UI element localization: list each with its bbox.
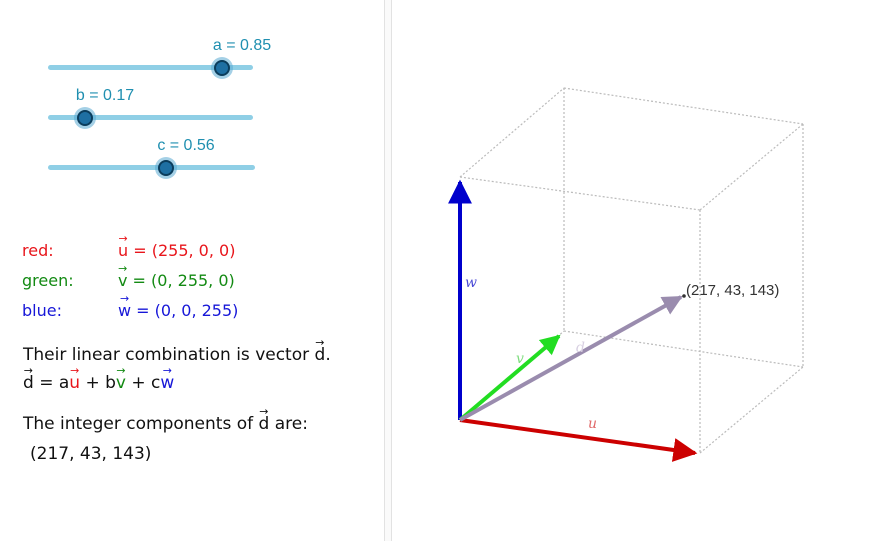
graphics-3d-view[interactable]: (217, 43, 143) w u v d (392, 0, 883, 541)
slider-b-label: b = 0.17 (75, 87, 135, 104)
equation-u: u (69, 373, 80, 393)
components-value: (217, 43, 143) (30, 444, 152, 464)
slider-a[interactable]: a = 0.85 (48, 37, 271, 76)
slider-track[interactable] (48, 115, 253, 120)
slider-c-handle[interactable] (158, 160, 174, 176)
equation-plus-c: + c (125, 373, 161, 393)
vector-u-name: red: (22, 241, 54, 260)
vector-w-name: blue: (22, 301, 62, 320)
slider-b[interactable]: b = 0.17 (48, 87, 253, 126)
slider-c-label: c = 0.56 (157, 137, 215, 154)
equation-v: v (116, 373, 126, 393)
vector-u-definition: u = (255, 0, 0) (118, 241, 235, 260)
vector-v-arrow[interactable] (458, 334, 561, 422)
vector-d-symbol: d (315, 345, 326, 365)
vector-d-symbol: d (259, 414, 270, 434)
vector-u-arrow[interactable] (459, 418, 698, 462)
d-endpoint[interactable] (682, 294, 686, 298)
components-sentence: The integer components of d are: (23, 414, 308, 434)
components-suffix: are: (269, 414, 308, 434)
sentence-period: . (325, 345, 331, 365)
slider-b-handle[interactable] (77, 110, 93, 126)
slider-track[interactable] (48, 65, 253, 70)
combination-equation: d = au + bv + cw (23, 373, 174, 393)
vector-v-name: green: (22, 271, 74, 290)
combination-text: Their linear combination is vector (23, 345, 315, 365)
panel-divider[interactable] (384, 0, 392, 541)
vector-w-label: w (465, 275, 477, 291)
vector-w-letter: w (118, 301, 131, 320)
vector-v-label: v (516, 351, 524, 367)
equation-w: w (160, 373, 174, 393)
vector-v-letter: v (118, 271, 127, 290)
vector-v-value: = (0, 255, 0) (127, 271, 235, 290)
slider-a-label: a = 0.85 (212, 37, 272, 54)
slider-a-handle[interactable] (214, 60, 230, 76)
vector-d-label: d (576, 340, 585, 356)
components-text: The integer components of (23, 414, 259, 434)
vector-w-value: = (0, 0, 255) (131, 301, 239, 320)
bounding-box (459, 87, 804, 454)
vector-v-definition: v = (0, 255, 0) (118, 271, 235, 290)
vector-d-arrow[interactable] (459, 295, 683, 422)
3d-canvas[interactable]: (217, 43, 143) w u v d (392, 0, 883, 541)
point-label: (217, 43, 143) (686, 282, 779, 299)
vector-u-label: u (588, 416, 597, 432)
vector-w-definition: w = (0, 0, 255) (118, 301, 238, 320)
slider-track[interactable] (48, 165, 255, 170)
combination-sentence: Their linear combination is vector d. (23, 345, 331, 365)
vector-u-letter: u (118, 241, 128, 260)
algebra-panel: a = 0.85 b = 0.17 c = 0.56 red: u = (255… (0, 0, 384, 541)
vector-u-value: = (255, 0, 0) (128, 241, 236, 260)
equation-d: d (23, 373, 34, 393)
equation-plus-b: + b (80, 373, 116, 393)
equation-equals-a: = a (33, 373, 70, 393)
slider-c[interactable]: c = 0.56 (48, 137, 255, 176)
